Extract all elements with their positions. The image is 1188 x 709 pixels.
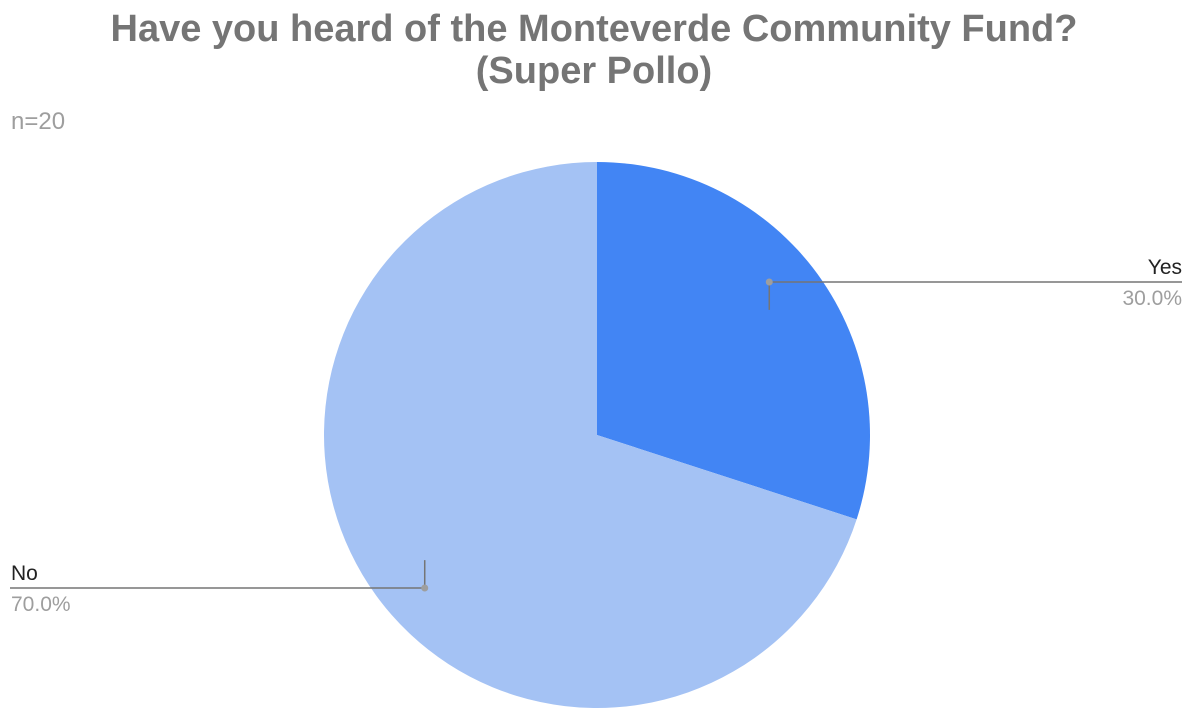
pie-slices <box>324 162 870 708</box>
chart-subtitle: n=20 <box>11 108 66 135</box>
callout-value-no: 70.0% <box>11 593 71 616</box>
callout-dot-no <box>421 584 429 592</box>
pie-callouts: Yes 30.0% No 70.0% <box>10 256 1182 616</box>
callout-label-yes: Yes <box>1148 256 1182 279</box>
chart-title-line-2: (Super Pollo) <box>475 50 713 92</box>
callout-dot-yes <box>765 278 773 286</box>
chart-title-line-1: Have you heard of the Monteverde Communi… <box>110 8 1078 50</box>
pie-slice-yes <box>597 162 870 520</box>
callout-value-yes: 30.0% <box>1122 287 1182 310</box>
chart-title: Have you heard of the Monteverde Communi… <box>0 8 1188 92</box>
pie-slice-no <box>324 162 857 708</box>
callout-label-no: No <box>11 562 38 585</box>
